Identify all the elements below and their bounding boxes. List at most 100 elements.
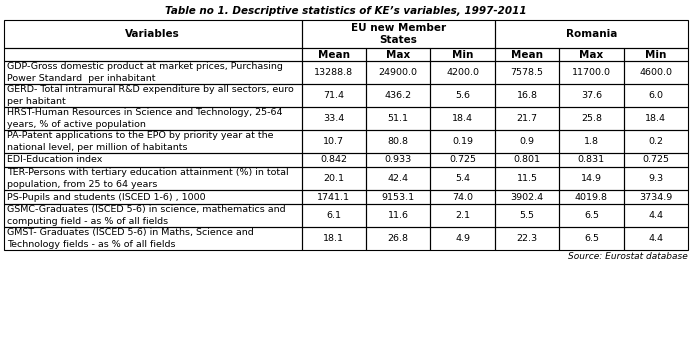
Bar — [366, 61, 430, 84]
Text: Min: Min — [452, 50, 473, 59]
Bar — [302, 107, 366, 130]
Text: 74.0: 74.0 — [452, 193, 473, 202]
Bar — [366, 84, 430, 107]
Text: 14.9: 14.9 — [581, 174, 602, 183]
Text: 0.725: 0.725 — [449, 155, 476, 165]
Bar — [4, 190, 302, 204]
Text: 80.8: 80.8 — [388, 137, 409, 146]
Text: Mean: Mean — [318, 50, 349, 59]
Text: 11.6: 11.6 — [388, 211, 409, 220]
Text: PA-Patent applications to the EPO by priority year at the
national level, per mi: PA-Patent applications to the EPO by pri… — [7, 131, 273, 151]
Bar — [430, 130, 495, 153]
Bar — [623, 190, 688, 204]
Text: 4600.0: 4600.0 — [639, 68, 673, 77]
Text: Max: Max — [386, 50, 410, 59]
Bar — [623, 84, 688, 107]
Text: 9.3: 9.3 — [648, 174, 664, 183]
Bar — [4, 48, 302, 61]
Bar — [559, 153, 623, 167]
Bar — [559, 61, 623, 84]
Bar — [4, 167, 302, 190]
Text: 4.4: 4.4 — [648, 211, 664, 220]
Text: Table no 1. Descriptive statistics of KE’s variables, 1997-2011: Table no 1. Descriptive statistics of KE… — [165, 6, 527, 16]
Text: 5.6: 5.6 — [455, 91, 470, 100]
Bar — [495, 20, 688, 48]
Bar — [623, 167, 688, 190]
Bar — [495, 107, 559, 130]
Bar — [430, 167, 495, 190]
Text: 71.4: 71.4 — [323, 91, 344, 100]
Text: 37.6: 37.6 — [581, 91, 602, 100]
Text: 33.4: 33.4 — [323, 114, 345, 123]
Text: 0.801: 0.801 — [513, 155, 540, 165]
Text: 2.1: 2.1 — [455, 211, 470, 220]
Text: PS-Pupils and students (ISCED 1-6) , 1000: PS-Pupils and students (ISCED 1-6) , 100… — [7, 193, 206, 202]
Bar — [430, 61, 495, 84]
Text: 6.0: 6.0 — [648, 91, 664, 100]
Bar — [495, 61, 559, 84]
Text: GERD- Total intramural R&D expenditure by all sectors, euro
per habitant: GERD- Total intramural R&D expenditure b… — [7, 86, 293, 106]
Bar — [366, 130, 430, 153]
Bar — [495, 84, 559, 107]
Bar — [302, 204, 366, 227]
Bar — [302, 84, 366, 107]
Text: Max: Max — [579, 50, 603, 59]
Text: 0.842: 0.842 — [320, 155, 347, 165]
Bar — [302, 153, 366, 167]
Bar — [495, 190, 559, 204]
Bar — [302, 48, 366, 61]
Bar — [366, 167, 430, 190]
Bar — [4, 20, 302, 48]
Bar — [4, 204, 302, 227]
Bar — [559, 167, 623, 190]
Bar — [559, 48, 623, 61]
Text: 20.1: 20.1 — [323, 174, 344, 183]
Bar — [623, 204, 688, 227]
Bar — [430, 84, 495, 107]
Text: 6.5: 6.5 — [584, 211, 599, 220]
Text: 3734.9: 3734.9 — [639, 193, 673, 202]
Bar — [430, 204, 495, 227]
Bar — [623, 48, 688, 61]
Bar — [623, 130, 688, 153]
Bar — [559, 190, 623, 204]
Text: 1.8: 1.8 — [584, 137, 599, 146]
Bar — [366, 227, 430, 250]
Bar — [4, 153, 302, 167]
Bar — [430, 107, 495, 130]
Bar — [4, 130, 302, 153]
Text: 13288.8: 13288.8 — [314, 68, 354, 77]
Text: 0.933: 0.933 — [385, 155, 412, 165]
Text: 0.9: 0.9 — [520, 137, 534, 146]
Text: 5.4: 5.4 — [455, 174, 470, 183]
Bar — [430, 153, 495, 167]
Text: 1741.1: 1741.1 — [317, 193, 350, 202]
Text: GDP-Gross domestic product at market prices, Purchasing
Power Standard  per inha: GDP-Gross domestic product at market pri… — [7, 63, 283, 83]
Text: 0.725: 0.725 — [642, 155, 669, 165]
Text: 21.7: 21.7 — [516, 114, 538, 123]
Text: 11.5: 11.5 — [516, 174, 538, 183]
Bar — [4, 107, 302, 130]
Bar — [430, 227, 495, 250]
Bar — [366, 204, 430, 227]
Text: TER-Persons with tertiary education attainment (%) in total
population, from 25 : TER-Persons with tertiary education atta… — [7, 169, 289, 189]
Bar — [559, 227, 623, 250]
Bar — [4, 227, 302, 250]
Text: EDI-Education index: EDI-Education index — [7, 155, 102, 165]
Bar — [495, 167, 559, 190]
Bar — [302, 130, 366, 153]
Text: 26.8: 26.8 — [388, 234, 409, 243]
Bar — [366, 48, 430, 61]
Text: HRST-Human Resources in Science and Technology, 25-64
years, % of active populat: HRST-Human Resources in Science and Tech… — [7, 108, 282, 128]
Bar — [495, 48, 559, 61]
Text: 16.8: 16.8 — [516, 91, 538, 100]
Text: 10.7: 10.7 — [323, 137, 344, 146]
Bar — [302, 190, 366, 204]
Text: 4.4: 4.4 — [648, 234, 664, 243]
Bar — [4, 61, 302, 84]
Bar — [623, 227, 688, 250]
Bar — [495, 130, 559, 153]
Text: Romania: Romania — [565, 29, 617, 39]
Text: 4019.8: 4019.8 — [575, 193, 608, 202]
Bar — [302, 167, 366, 190]
